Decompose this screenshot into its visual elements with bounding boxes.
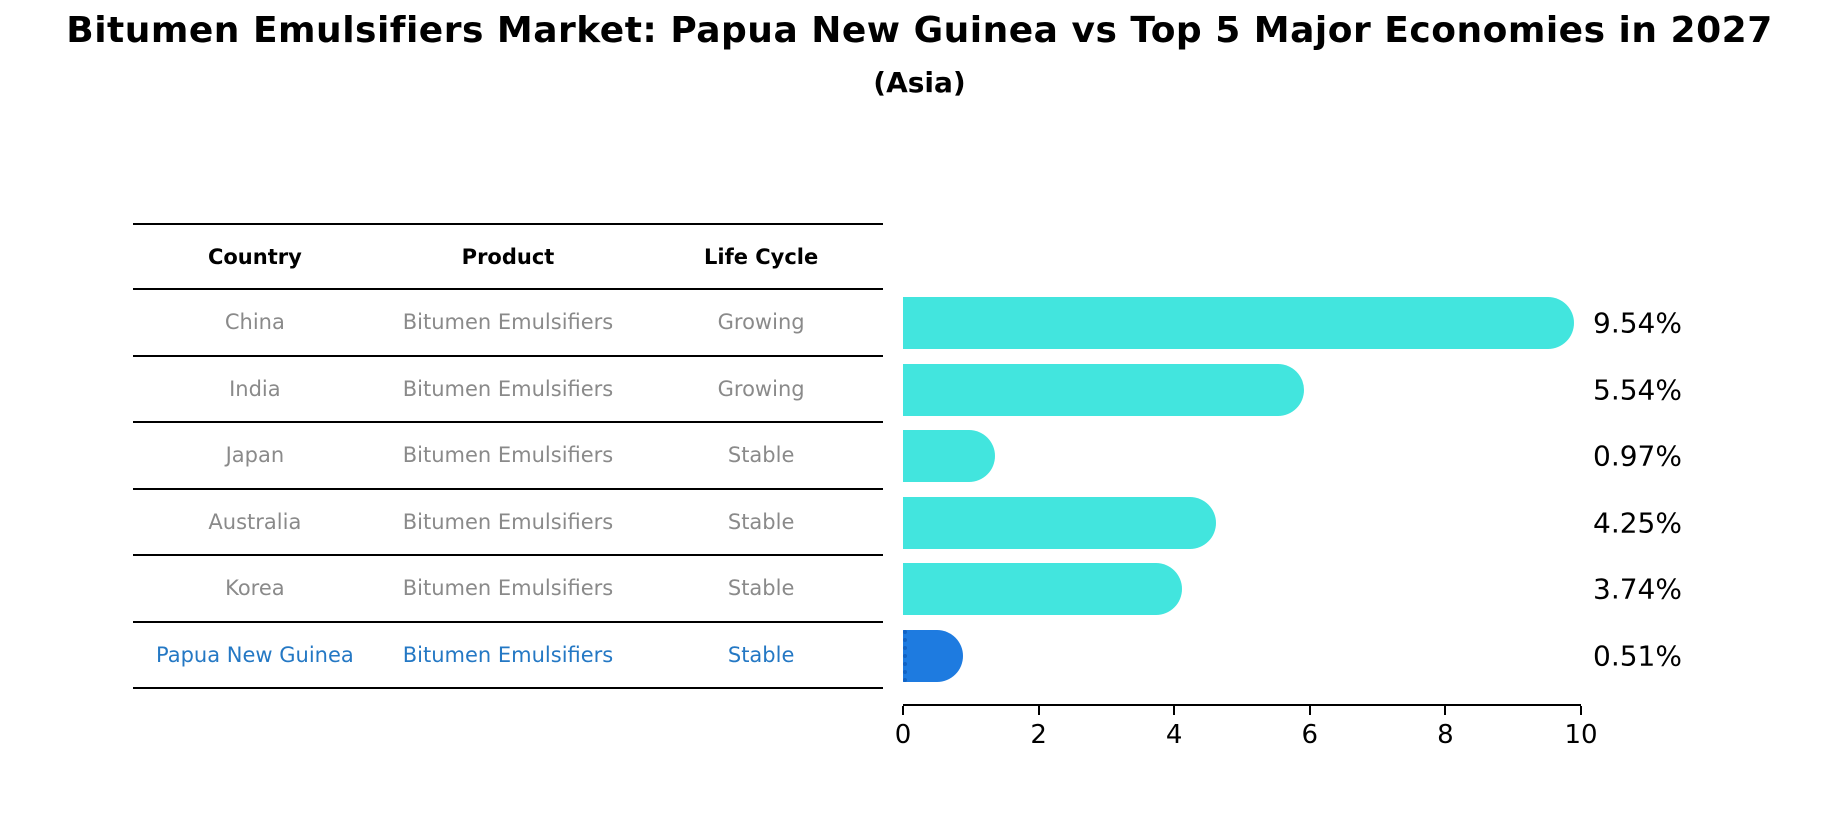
- row-cells-japan: Japan Bitumen Emulsifiers Stable: [133, 423, 883, 490]
- bar-track: 3.74%: [883, 556, 1839, 623]
- bar-china: [903, 297, 1574, 350]
- life-cycle-cell: Growing: [717, 376, 805, 401]
- x-axis-tick: [1580, 706, 1582, 715]
- bar-japan: [903, 430, 995, 483]
- life-cycle-cell: Stable: [727, 443, 795, 468]
- row-cells-papua-new-guinea: Papua New Guinea Bitumen Emulsifiers Sta…: [133, 623, 883, 689]
- bar-track: 4.25%: [883, 490, 1839, 557]
- life-cycle-cell: Growing: [717, 310, 805, 335]
- row-cells-australia: Australia Bitumen Emulsifiers Stable: [133, 490, 883, 556]
- table-row: Korea Bitumen Emulsifiers Stable 3.74%: [133, 556, 1839, 623]
- x-axis: 0 2 4 6 8 10: [895, 704, 1598, 750]
- table-header-row: Country Product Life Cycle: [133, 223, 1839, 290]
- bar-value-label: 0.97%: [1593, 439, 1682, 473]
- header-product: Product: [461, 244, 555, 269]
- bar-value-label: 3.74%: [1593, 572, 1682, 606]
- bar-value-label: 9.54%: [1593, 306, 1682, 340]
- x-axis-tick-label: 8: [1437, 720, 1454, 750]
- bar-track: 0.97%: [883, 423, 1839, 490]
- table-row: Japan Bitumen Emulsifiers Stable 0.97%: [133, 423, 1839, 490]
- bar-korea: [903, 563, 1182, 616]
- x-axis-tick-label: 6: [1301, 720, 1319, 750]
- x-axis-tick-label: 2: [1030, 720, 1047, 750]
- bar-value-label: 0.51%: [1593, 639, 1682, 673]
- table-row: India Bitumen Emulsifiers Growing 5.54%: [133, 357, 1839, 424]
- header-life-cycle: Life Cycle: [703, 244, 819, 269]
- country-cell: Australia: [208, 509, 302, 534]
- bar-australia: [903, 496, 1217, 549]
- product-cell: Bitumen Emulsifiers: [402, 376, 614, 401]
- row-cells-china: China Bitumen Emulsifiers Growing: [133, 290, 883, 357]
- chart-title: Bitumen Emulsifiers Market: Papua New Gu…: [66, 10, 1773, 51]
- product-cell: Bitumen Emulsifiers: [402, 576, 614, 601]
- country-cell: Papua New Guinea: [155, 642, 354, 667]
- bar-value-label: 4.25%: [1593, 506, 1682, 540]
- country-cell: China: [224, 310, 285, 335]
- product-cell: Bitumen Emulsifiers: [402, 642, 614, 667]
- x-axis-tick-label: 4: [1165, 720, 1183, 750]
- table-row: Australia Bitumen Emulsifiers Stable 4.2…: [133, 490, 1839, 557]
- country-cell: Japan: [225, 443, 285, 468]
- country-cell: India: [229, 376, 281, 401]
- x-axis-tick-label: 10: [1564, 720, 1598, 750]
- x-axis-tick-label: 0: [894, 720, 912, 750]
- product-cell: Bitumen Emulsifiers: [402, 443, 614, 468]
- life-cycle-cell: Stable: [727, 509, 795, 534]
- table-and-bars: Country Product Life Cycle China Bitumen…: [133, 223, 1839, 689]
- x-axis-tick: [1308, 706, 1311, 715]
- chart-subtitle: (Asia): [873, 66, 966, 99]
- table-header-cells: Country Product Life Cycle: [133, 223, 883, 290]
- bar-track: 0.51%: [883, 623, 1839, 690]
- x-axis-tick: [1444, 706, 1447, 715]
- row-cells-india: India Bitumen Emulsifiers Growing: [133, 357, 883, 423]
- life-cycle-cell: Stable: [727, 642, 795, 667]
- table-row-highlighted: Papua New Guinea Bitumen Emulsifiers Sta…: [133, 623, 1839, 690]
- header-country: Country: [207, 244, 302, 269]
- bar-india: [903, 363, 1304, 416]
- x-axis-tick: [902, 706, 904, 715]
- x-axis-tick: [1037, 706, 1040, 715]
- product-cell: Bitumen Emulsifiers: [402, 509, 614, 534]
- life-cycle-cell: Stable: [727, 576, 795, 601]
- bar-track: 9.54%: [883, 290, 1839, 357]
- table-row: China Bitumen Emulsifiers Growing 9.54%: [133, 290, 1839, 357]
- row-cells-korea: Korea Bitumen Emulsifiers Stable: [133, 556, 883, 623]
- bar-track: 5.54%: [883, 357, 1839, 424]
- x-axis-tick: [1173, 706, 1176, 715]
- product-cell: Bitumen Emulsifiers: [402, 310, 614, 335]
- header-chart-spacer: [883, 223, 1839, 290]
- bar-value-label: 5.54%: [1593, 373, 1682, 407]
- bar-papua-new-guinea: [903, 629, 964, 682]
- country-cell: Korea: [225, 576, 285, 601]
